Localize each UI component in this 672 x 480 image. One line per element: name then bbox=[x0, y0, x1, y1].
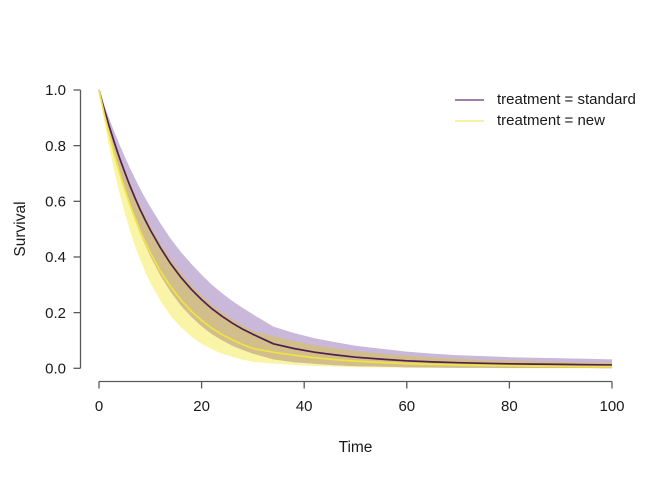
y-axis: 0.0 0.2 0.4 0.6 0.8 1.0 bbox=[45, 82, 82, 378]
survival-curve-new bbox=[98, 89, 612, 368]
x-tick-label: 100 bbox=[599, 398, 624, 415]
y-axis-title: Survival bbox=[12, 201, 29, 257]
legend-label-new: treatment = new bbox=[497, 112, 605, 129]
legend-item-standard: treatment = standard bbox=[455, 89, 636, 110]
x-tick-label: 40 bbox=[296, 398, 313, 415]
legend-line-swatch-standard bbox=[455, 98, 484, 101]
survival-curve-standard bbox=[98, 89, 613, 366]
x-tick-label: 20 bbox=[193, 398, 210, 415]
x-tick-label: 0 bbox=[95, 398, 103, 415]
ci-bands bbox=[99, 90, 612, 369]
ci-band-overlap bbox=[99, 90, 612, 369]
x-axis-title: Time bbox=[338, 439, 373, 456]
legend-line-swatch-new bbox=[455, 119, 484, 122]
x-tick-label: 60 bbox=[398, 398, 415, 415]
y-tick-label: 0.8 bbox=[45, 138, 66, 155]
legend-item-new: treatment = new bbox=[455, 110, 636, 131]
legend: treatment = standard treatment = new bbox=[455, 89, 636, 131]
x-axis: 0 20 40 60 80 100 bbox=[95, 380, 625, 415]
y-tick-label: 1.0 bbox=[45, 82, 66, 99]
ci-band-new bbox=[99, 90, 612, 369]
y-tick-label: 0.4 bbox=[45, 249, 66, 266]
ci-band-standard bbox=[99, 90, 612, 369]
y-tick-label: 0.0 bbox=[45, 361, 66, 378]
y-tick-label: 0.2 bbox=[45, 305, 66, 322]
legend-label-standard: treatment = standard bbox=[497, 91, 636, 108]
y-tick-label: 0.6 bbox=[45, 194, 66, 211]
survival-curves bbox=[98, 89, 613, 368]
x-tick-label: 80 bbox=[501, 398, 518, 415]
